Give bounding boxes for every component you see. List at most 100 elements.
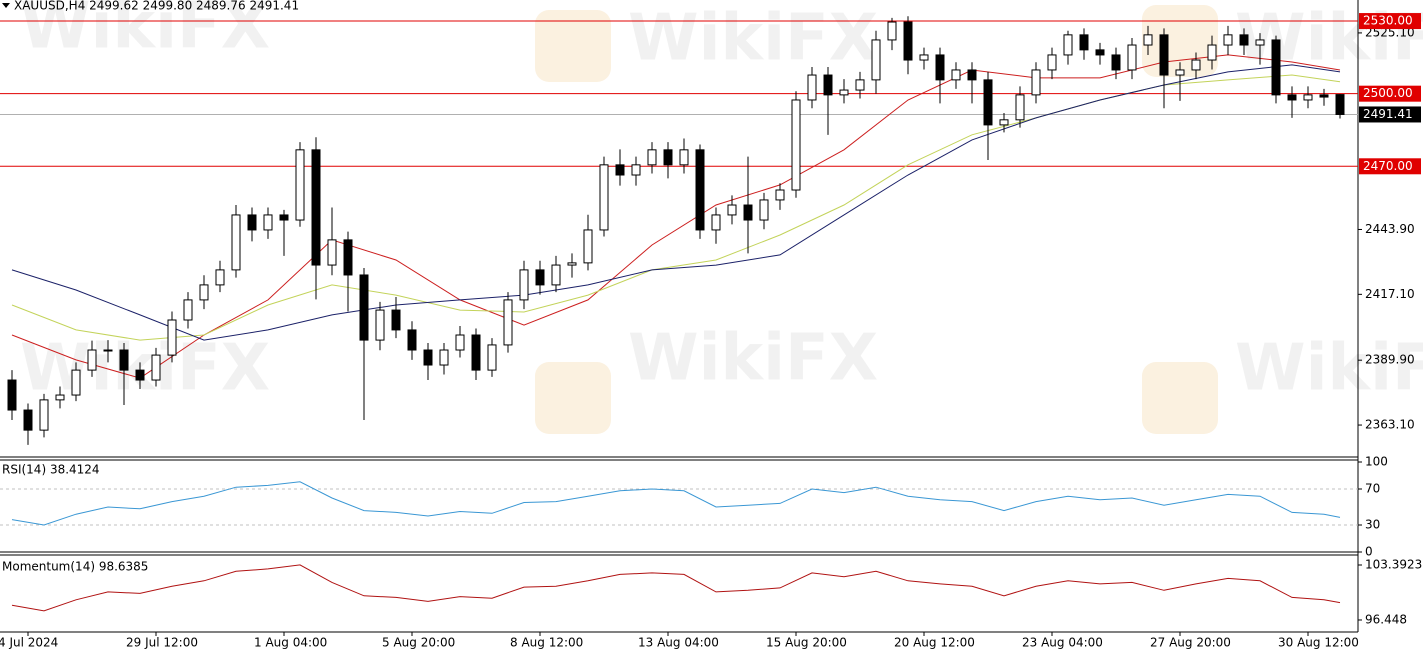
- candle-body: [807, 74, 817, 101]
- rsi-title: RSI(14) 38.4124: [2, 463, 100, 477]
- candle-body: [423, 349, 433, 366]
- level-tag: [1359, 158, 1421, 175]
- candle-body: [1255, 39, 1265, 46]
- candle-body: [135, 369, 145, 381]
- candle-body: [343, 239, 353, 276]
- candle-body: [935, 54, 945, 81]
- candle-body: [23, 409, 33, 431]
- candle-body: [631, 164, 641, 176]
- candle-body: [1223, 34, 1233, 46]
- y-tick-label: 30: [1365, 518, 1380, 532]
- candle-body: [455, 334, 465, 351]
- x-tick-label: 1 Aug 04:00: [254, 636, 327, 650]
- candle-body: [311, 149, 321, 266]
- candle-body: [855, 79, 865, 91]
- candle-body: [199, 284, 209, 301]
- candle-body: [487, 344, 497, 371]
- candle-body: [535, 269, 545, 286]
- watermark: WikiFX: [20, 332, 270, 406]
- x-tick-label: 27 Aug 20:00: [1150, 636, 1231, 650]
- level-label: 2470.00: [1363, 159, 1413, 173]
- candle-body: [1239, 34, 1249, 46]
- candle-body: [167, 319, 177, 356]
- candle-body: [503, 299, 513, 346]
- indicator-line: [11, 481, 1341, 526]
- candle-body: [215, 269, 225, 286]
- last-price-label: 2491.41: [1363, 107, 1413, 121]
- indicator-line: [11, 564, 1341, 612]
- candle-body: [663, 149, 673, 166]
- candle-body: [695, 149, 705, 231]
- candle-body: [231, 214, 241, 271]
- candle-body: [951, 69, 961, 81]
- watermarks: WikiFX WikiFX WikiFX WikiFX WikiFX WikiF…: [20, 0, 1423, 434]
- candle-body: [967, 69, 977, 81]
- candle-body: [567, 262, 577, 266]
- candle-body: [519, 269, 529, 301]
- x-tick-label: 15 Aug 20:00: [766, 636, 847, 650]
- candle-body: [183, 299, 193, 321]
- candle-body: [151, 354, 161, 381]
- level-label: 2500.00: [1363, 86, 1413, 100]
- candle-body: [1031, 69, 1041, 96]
- candle-body: [839, 89, 849, 96]
- candle-body: [1095, 49, 1105, 56]
- y-tick-label: 2363.10: [1365, 418, 1415, 432]
- candle-body: [1271, 39, 1281, 96]
- x-tick-label: 4 Jul 2024: [0, 636, 58, 650]
- candle-body: [759, 199, 769, 221]
- candle-body: [247, 214, 257, 231]
- moving-average: [11, 64, 1341, 341]
- candle-body: [775, 189, 785, 201]
- candle-body: [71, 369, 81, 396]
- menu-arrow: [2, 3, 10, 8]
- watermark-icon: [1142, 362, 1218, 434]
- candle-body: [375, 309, 385, 341]
- candle-body: [391, 309, 401, 331]
- x-tick-label: 5 Aug 20:00: [382, 636, 455, 650]
- candle-body: [919, 54, 929, 61]
- watermark-icon: [535, 10, 611, 82]
- candle-body: [615, 164, 625, 176]
- candle-body: [471, 334, 481, 371]
- candle-body: [1303, 94, 1313, 101]
- y-tick-label: 2417.10: [1365, 287, 1415, 301]
- watermark: WikiFX: [20, 0, 270, 64]
- candle-body: [279, 214, 289, 221]
- candle-body: [1159, 34, 1169, 76]
- candle-body: [583, 229, 593, 264]
- watermark: WikiFX: [1235, 332, 1423, 406]
- chart-header: XAUUSD,H4 2499.62 2499.80 2489.76 2491.4…: [14, 0, 299, 13]
- candle-body: [263, 214, 273, 231]
- x-tick-label: 13 Aug 04:00: [638, 636, 719, 650]
- candle-body: [727, 204, 737, 216]
- candle-body: [407, 329, 417, 351]
- y-tick-label: 70: [1365, 482, 1380, 496]
- x-tick-label: 20 Aug 12:00: [894, 636, 975, 650]
- candle-body: [55, 394, 65, 401]
- candle-body: [87, 349, 97, 371]
- candle-body: [1127, 44, 1137, 71]
- candle-body: [1079, 34, 1089, 51]
- candle-body: [1335, 94, 1345, 115]
- candle-body: [679, 149, 689, 166]
- candle-body: [1287, 94, 1297, 101]
- candle-body: [1319, 94, 1329, 98]
- candle-body: [823, 74, 833, 96]
- level-tag: [1359, 13, 1421, 30]
- candle-body: [599, 164, 609, 231]
- last-price-tag: [1359, 106, 1421, 123]
- candle-body: [711, 214, 721, 231]
- y-tick-label: 0: [1365, 545, 1373, 559]
- watermark: WikiFX: [628, 322, 878, 396]
- candle-body: [791, 99, 801, 191]
- candle-body: [7, 379, 17, 411]
- y-tick-label: 103.3923: [1365, 558, 1422, 572]
- candle-body: [647, 149, 657, 166]
- candle-body: [103, 349, 113, 352]
- candle-body: [743, 204, 753, 221]
- candle-body: [1111, 54, 1121, 71]
- candle-body: [871, 39, 881, 81]
